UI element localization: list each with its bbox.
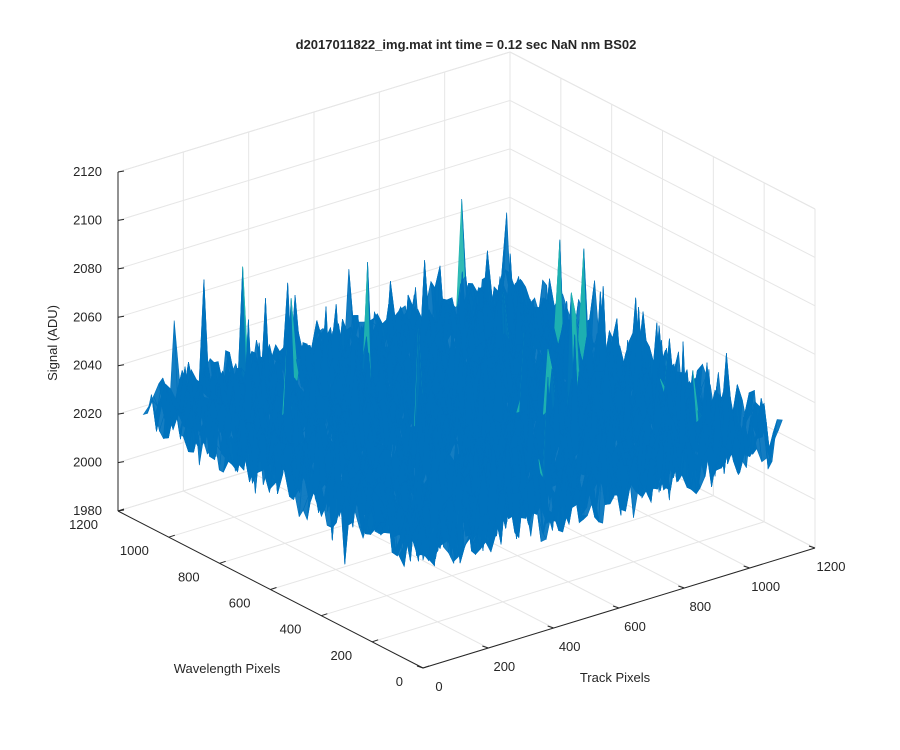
y-tick-label: 600 (229, 596, 251, 611)
x-tick-label: 400 (559, 639, 581, 654)
grid-line-z (117, 245, 511, 367)
z-tick (117, 315, 125, 318)
z-tick-label: 2000 (73, 455, 102, 470)
x-tick-label: 0 (435, 679, 442, 694)
y-tick (372, 639, 379, 643)
grid-line-z (117, 99, 511, 221)
grid-line-z (509, 99, 816, 258)
z-tick (117, 461, 125, 464)
y-tick (168, 534, 175, 538)
y-tick-label: 400 (280, 622, 302, 637)
grid-line-z (117, 148, 511, 270)
z-tick-label: 2060 (73, 309, 102, 324)
box-top-edge (117, 51, 511, 173)
grid-line-z (509, 196, 816, 355)
z-tick (117, 364, 125, 367)
y-tick (321, 613, 328, 617)
grid-line-z (117, 196, 511, 318)
x-tick-label: 1000 (751, 579, 780, 594)
surface-patch (772, 419, 783, 434)
y-tick (422, 665, 430, 669)
y-tick-label: 1000 (120, 543, 149, 558)
z-tick (117, 218, 125, 221)
grid-line-z (509, 148, 816, 307)
z-tick-label: 2120 (73, 164, 102, 179)
x-tick-label: 200 (493, 659, 515, 674)
grid-line-y-floor (321, 495, 714, 617)
x-tick-label: 1200 (817, 559, 846, 574)
z-tick-label: 2020 (73, 406, 102, 421)
z-tick-label: 2080 (73, 261, 102, 276)
z-tick (117, 170, 125, 173)
grid-line-y-floor (372, 521, 765, 643)
y-tick-label: 1200 (69, 517, 98, 532)
z-tick-label: 2040 (73, 358, 102, 373)
y-tick-label: 200 (330, 648, 352, 663)
z-tick-label: 2100 (73, 212, 102, 227)
z-tick (117, 412, 125, 415)
z-tick (117, 267, 125, 270)
x-tick-label: 600 (624, 619, 646, 634)
x-tick-label: 800 (689, 599, 711, 614)
y-tick (270, 587, 277, 590)
y-tick-label: 0 (396, 674, 403, 689)
box-top-edge (509, 51, 816, 210)
y-tick (219, 560, 226, 564)
z-tick-label: 1980 (73, 503, 102, 518)
y-tick-label: 800 (178, 569, 200, 584)
surface-layer (142, 198, 783, 568)
